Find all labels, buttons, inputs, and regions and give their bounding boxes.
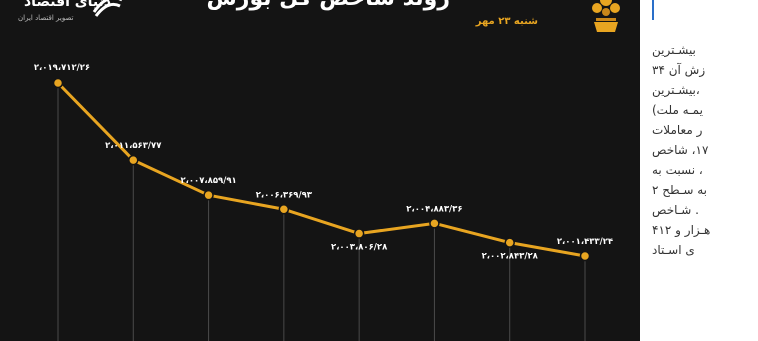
data-label: ۲،۰۰۷،۸۵۹/۹۱: [180, 176, 236, 186]
index-line-chart: ۲،۰۱۹،۷۱۲/۲۶ ۲،۰۱۱،۵۶۳/۷۷ ۲،۰۰۷،۸۵۹/۹۱ ۲،۰۰…: [34, 63, 613, 341]
article-line: ، نسبت به: [652, 163, 703, 177]
data-point: [353, 228, 365, 239]
article-line: هـزار و ۴۱۲: [652, 223, 711, 237]
stock-exchange-logo-icon: [592, 0, 620, 32]
article-body: بیشـترین زش آن ۳۴ ،بیشـترین یمـه ملت) ر معام…: [652, 40, 758, 260]
article-line: . شـاخص: [652, 203, 699, 217]
data-label: ۲،۰۰۲،۸۴۳/۲۸: [482, 252, 539, 262]
article-line: ۱۷، شاخص: [652, 143, 709, 157]
data-point: [203, 189, 214, 201]
article-line: ی اسـتاد: [652, 243, 695, 257]
chart-date: شنبه ۲۳ مهر: [475, 16, 538, 27]
article-line: ،بیشـترین: [652, 83, 700, 97]
data-point: [429, 218, 440, 229]
chart-title: روند شاخص کل بورس: [206, 0, 450, 11]
article-line: یمـه ملت): [652, 103, 703, 117]
data-point: [504, 237, 515, 248]
data-point: [579, 250, 591, 262]
article-line: بیشـترین: [652, 43, 696, 57]
data-label: ۲،۰۰۴،۸۸۳/۳۶: [406, 204, 462, 214]
series-line: [56, 81, 586, 258]
data-label: ۲،۰۱۹،۷۱۲/۲۶: [34, 63, 90, 73]
article-line: ر معاملات: [652, 123, 703, 137]
data-label: ۲،۰۱۱،۵۶۳/۷۷: [105, 141, 162, 151]
publisher-logo-text: دنیای اقتصاد: [24, 0, 112, 10]
data-point: [128, 154, 139, 166]
data-point: [278, 204, 290, 215]
publisher-tagline: تصویر اقتصاد ایران: [18, 14, 74, 22]
article-text-column: بیشـترین زش آن ۳۴ ،بیشـترین یمـه ملت) ر معام…: [646, 0, 758, 341]
data-point: [52, 77, 64, 89]
publisher-logo-icon: [92, 0, 122, 17]
data-label: ۲،۰۰۳،۸۰۶/۲۸: [331, 243, 388, 253]
data-label: ۲،۰۰۱،۴۳۳/۲۴: [557, 237, 613, 247]
section-accent-bar: [652, 0, 654, 20]
article-line: به سـطح ۲: [652, 183, 708, 197]
article-line: زش آن ۳۴: [652, 63, 706, 77]
chart-panel: ۲،۰۱۹،۷۱۲/۲۶ ۲،۰۱۱،۵۶۳/۷۷ ۲،۰۰۷،۸۵۹/۹۱ ۲،۰۰…: [0, 0, 640, 341]
data-label: ۲،۰۰۶،۳۶۹/۹۳: [256, 190, 313, 200]
